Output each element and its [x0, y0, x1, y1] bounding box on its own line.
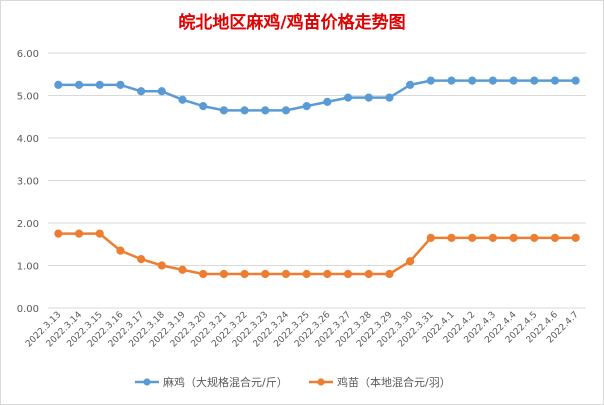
data-point: [530, 76, 539, 85]
data-point: [281, 106, 291, 115]
data-point: [116, 246, 125, 255]
data-point: [302, 269, 311, 279]
data-point: [550, 76, 560, 85]
legend-label-1: 鸡苗（本地混合元/羽）: [337, 375, 451, 389]
data-point: [406, 257, 415, 266]
data-point: [281, 269, 291, 279]
gridlines: [48, 52, 586, 309]
data-point: [95, 229, 104, 238]
data-point: [447, 233, 456, 242]
data-point: [261, 106, 270, 115]
data-point: [488, 76, 497, 85]
data-point: [137, 255, 146, 264]
legend-marker-0: [143, 378, 151, 386]
y-tick-label: 3.00: [17, 177, 39, 188]
data-point: [468, 233, 477, 242]
data-point: [54, 80, 63, 89]
data-point: [54, 229, 63, 238]
data-point: [343, 93, 353, 102]
data-point: [157, 87, 166, 96]
legend-marker-1: [317, 378, 325, 386]
series-lines: [58, 79, 576, 276]
data-point: [364, 93, 373, 102]
data-point: [509, 233, 518, 242]
data-point: [199, 269, 208, 279]
data-point: [343, 269, 353, 279]
data-point: [240, 269, 249, 279]
data-point: [447, 76, 456, 85]
data-point: [426, 233, 435, 242]
data-point: [364, 269, 373, 279]
data-point: [116, 80, 125, 89]
y-tick-label: 1.00: [17, 262, 39, 273]
series-line-1: [58, 232, 576, 276]
x-tick-labels: 2022.3.132022.3.142022.3.152022.3.162022…: [24, 310, 581, 350]
data-point: [323, 97, 332, 106]
data-point: [571, 233, 580, 242]
series-points: [54, 76, 580, 279]
data-point: [530, 233, 539, 242]
chart-title: 皖北地区麻鸡/鸡苗价格走势图: [178, 12, 405, 33]
data-point: [426, 76, 435, 85]
y-tick-labels: 0.00 1.00 2.00 3.00 4.00 5.00 6.00: [17, 49, 39, 315]
data-point: [406, 80, 415, 89]
data-point: [178, 95, 187, 104]
legend: 麻鸡（大规格混合元/斤） 鸡苗（本地混合元/羽）: [135, 375, 451, 389]
data-point: [74, 80, 84, 89]
data-point: [550, 233, 560, 242]
y-tick-label: 2.00: [17, 219, 39, 230]
data-point: [509, 76, 518, 85]
data-point: [468, 76, 477, 85]
y-tick-label: 6.00: [17, 49, 39, 60]
data-point: [137, 87, 146, 96]
data-point: [74, 229, 84, 238]
data-point: [178, 265, 187, 274]
data-point: [323, 269, 332, 279]
data-point: [199, 102, 208, 111]
data-point: [219, 269, 228, 279]
y-tick-label: 0.00: [17, 304, 39, 315]
data-point: [240, 106, 249, 115]
y-tick-label: 5.00: [17, 92, 39, 103]
data-point: [219, 106, 228, 115]
data-point: [261, 269, 270, 279]
data-point: [385, 269, 394, 279]
data-point: [385, 93, 394, 102]
data-point: [302, 102, 311, 111]
y-tick-label: 4.00: [17, 134, 39, 145]
data-point: [571, 76, 580, 85]
data-point: [95, 80, 104, 89]
data-point: [488, 233, 497, 242]
legend-label-0: 麻鸡（大规格混合元/斤）: [163, 375, 288, 389]
data-point: [157, 261, 166, 270]
